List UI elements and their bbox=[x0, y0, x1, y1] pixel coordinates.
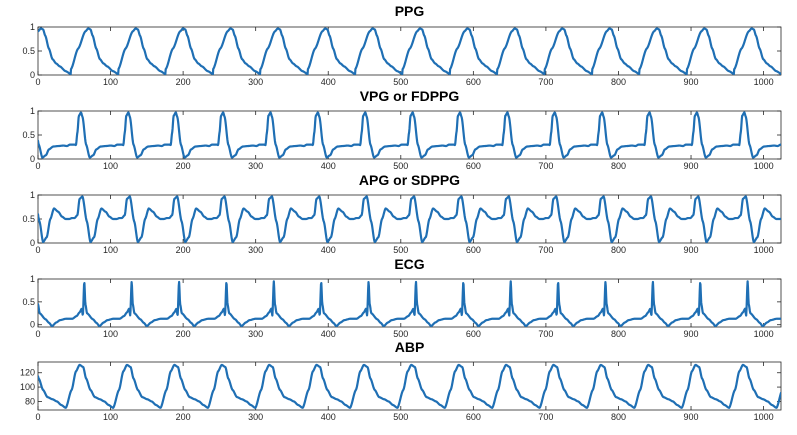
signal-line bbox=[38, 280, 781, 327]
x-tick-label: 700 bbox=[538, 77, 553, 87]
axes-box bbox=[37, 194, 782, 244]
x-tick-label: 900 bbox=[684, 329, 699, 339]
x-tick-label: 900 bbox=[684, 161, 699, 171]
x-tick-label: 200 bbox=[176, 161, 191, 171]
x-tick-label: 900 bbox=[684, 412, 699, 422]
x-tick-label: 800 bbox=[611, 161, 626, 171]
x-tick-label: 800 bbox=[611, 245, 626, 255]
signal-line bbox=[38, 27, 781, 75]
y-tick-label: 0.5 bbox=[22, 46, 35, 56]
x-tick-label: 500 bbox=[393, 329, 408, 339]
x-tick-label: 200 bbox=[176, 77, 191, 87]
x-tick-label: 200 bbox=[176, 245, 191, 255]
x-tick-label: 800 bbox=[611, 329, 626, 339]
x-tick-label: 600 bbox=[466, 77, 481, 87]
x-tick-label: 600 bbox=[466, 412, 481, 422]
x-tick-label: 300 bbox=[248, 412, 263, 422]
x-tick-label: 100 bbox=[103, 245, 118, 255]
x-tick-label: 100 bbox=[103, 412, 118, 422]
x-tick-label: 700 bbox=[538, 412, 553, 422]
x-tick-label: 0 bbox=[35, 412, 40, 422]
x-tick-label: 400 bbox=[321, 329, 336, 339]
x-tick-label: 600 bbox=[466, 161, 481, 171]
subplot-title: APG or SDPPG bbox=[359, 172, 460, 188]
subplot-5: ABP 0 100 200 300 400 500 600 700 800 900 1000 80 100… bbox=[20, 339, 782, 422]
subplot-3: APG or SDPPG 0 100 200 300 400 500 600 700 800 900… bbox=[22, 172, 782, 255]
x-tick-label: 700 bbox=[538, 245, 553, 255]
x-tick-label: 300 bbox=[248, 245, 263, 255]
x-tick-label: 400 bbox=[321, 77, 336, 87]
x-tick-label: 900 bbox=[684, 77, 699, 87]
x-tick-label: 300 bbox=[248, 329, 263, 339]
x-tick-label: 500 bbox=[393, 77, 408, 87]
x-tick-label: 500 bbox=[393, 412, 408, 422]
subplot-title: ABP bbox=[395, 339, 425, 355]
y-tick-label: 0.5 bbox=[22, 297, 35, 307]
x-tick-label: 200 bbox=[176, 412, 191, 422]
subplot-title: ECG bbox=[394, 256, 424, 272]
signal-line bbox=[38, 111, 781, 159]
y-tick-label: 1 bbox=[30, 22, 35, 32]
x-tick-label: 400 bbox=[321, 245, 336, 255]
signal-line bbox=[38, 195, 781, 243]
y-tick-label: 0.5 bbox=[22, 130, 35, 140]
y-tick-label: 0.5 bbox=[22, 214, 35, 224]
x-tick-label: 1000 bbox=[754, 161, 774, 171]
y-tick-label: 80 bbox=[25, 396, 35, 406]
x-tick-label: 100 bbox=[103, 77, 118, 87]
x-tick-label: 700 bbox=[538, 329, 553, 339]
x-tick-label: 500 bbox=[393, 245, 408, 255]
x-tick-label: 1000 bbox=[754, 77, 774, 87]
y-tick-label: 0 bbox=[30, 320, 35, 330]
subplot-1: PPG 0 100 200 300 400 500 600 700 800 900 1000 0 0.5 1 bbox=[22, 3, 782, 87]
x-tick-label: 500 bbox=[393, 161, 408, 171]
x-tick-label: 100 bbox=[103, 161, 118, 171]
y-tick-label: 120 bbox=[20, 368, 35, 378]
x-tick-label: 1000 bbox=[754, 245, 774, 255]
x-tick-label: 1000 bbox=[754, 329, 774, 339]
x-tick-label: 300 bbox=[248, 77, 263, 87]
x-tick-label: 100 bbox=[103, 329, 118, 339]
y-tick-label: 0 bbox=[30, 154, 35, 164]
signal-line bbox=[38, 363, 781, 409]
x-tick-label: 400 bbox=[321, 412, 336, 422]
x-tick-label: 700 bbox=[538, 161, 553, 171]
subplot-title: PPG bbox=[395, 3, 425, 19]
x-tick-label: 900 bbox=[684, 245, 699, 255]
subplot-title: VPG or FDPPG bbox=[360, 88, 460, 104]
subplot-4: ECG 0 100 200 300 400 500 600 700 800 900 1000 0 0.5 1 bbox=[22, 256, 782, 339]
x-tick-label: 300 bbox=[248, 161, 263, 171]
y-tick-label: 0 bbox=[30, 70, 35, 80]
x-tick-label: 200 bbox=[176, 329, 191, 339]
x-tick-label: 600 bbox=[466, 245, 481, 255]
x-tick-label: 0 bbox=[35, 161, 40, 171]
x-tick-label: 600 bbox=[466, 329, 481, 339]
x-tick-label: 0 bbox=[35, 329, 40, 339]
y-tick-label: 1 bbox=[30, 106, 35, 116]
axes-box bbox=[37, 278, 782, 328]
x-tick-label: 800 bbox=[611, 412, 626, 422]
y-tick-label: 1 bbox=[30, 190, 35, 200]
y-tick-label: 1 bbox=[30, 274, 35, 284]
y-tick-label: 0 bbox=[30, 238, 35, 248]
x-tick-label: 400 bbox=[321, 161, 336, 171]
subplot-2: VPG or FDPPG 0 100 200 300 400 500 600 700 800 900… bbox=[22, 88, 782, 171]
x-tick-label: 800 bbox=[611, 77, 626, 87]
x-tick-label: 1000 bbox=[754, 412, 774, 422]
x-tick-label: 0 bbox=[35, 77, 40, 87]
x-tick-label: 0 bbox=[35, 245, 40, 255]
y-tick-label: 100 bbox=[20, 382, 35, 392]
